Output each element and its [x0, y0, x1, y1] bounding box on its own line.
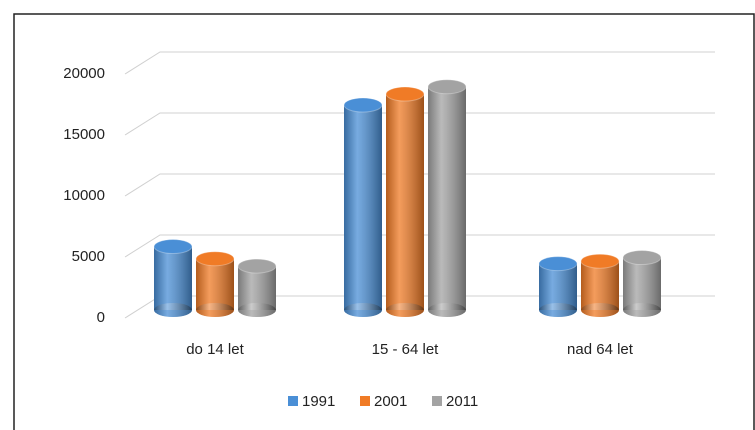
bar-top — [153, 239, 193, 255]
legend-label: 2011 — [446, 393, 478, 410]
y-tick-label: 15000 — [63, 126, 105, 143]
grid-line — [124, 51, 715, 75]
bar-top — [580, 253, 620, 269]
legend-swatch — [432, 396, 442, 406]
bar — [237, 258, 277, 317]
bar-body-shade — [623, 257, 661, 310]
chart-frame — [13, 13, 755, 430]
bar-top — [538, 256, 578, 272]
bar-top — [622, 250, 662, 266]
bar-body-shade — [238, 266, 276, 310]
y-tick-label: 5000 — [72, 248, 105, 265]
bar-body-shade — [581, 261, 619, 310]
bar-body-shade — [539, 263, 577, 310]
bar — [427, 79, 467, 317]
bar — [538, 256, 578, 317]
bar-body-shade — [344, 105, 382, 310]
bar-top — [237, 258, 277, 274]
bar-top — [385, 86, 425, 102]
y-tick-label: 20000 — [63, 65, 105, 82]
bar-body-shade — [196, 258, 234, 310]
bar-top — [343, 97, 383, 113]
x-tick-label: do 14 let — [186, 341, 244, 358]
grid-line — [124, 173, 715, 197]
bar-top — [427, 79, 467, 95]
y-tick-label: 0 — [97, 309, 105, 326]
bar-body-shade — [154, 246, 192, 310]
y-tick-label: 10000 — [63, 187, 105, 204]
legend-label: 1991 — [302, 393, 335, 410]
bar — [343, 97, 383, 317]
grid-line — [124, 112, 715, 136]
x-tick-label: 15 - 64 let — [372, 341, 440, 358]
legend-swatch — [360, 396, 370, 406]
bar — [580, 253, 620, 317]
x-tick-label: nad 64 let — [567, 341, 634, 358]
bar — [622, 250, 662, 317]
legend-label: 2001 — [374, 393, 407, 410]
legend-swatch — [288, 396, 298, 406]
bar-top — [195, 251, 235, 267]
grid-line — [124, 234, 715, 258]
bar — [195, 251, 235, 317]
bar-body-shade — [428, 86, 466, 311]
bar — [153, 239, 193, 317]
bar-body-shade — [386, 94, 424, 310]
bar — [385, 86, 425, 317]
